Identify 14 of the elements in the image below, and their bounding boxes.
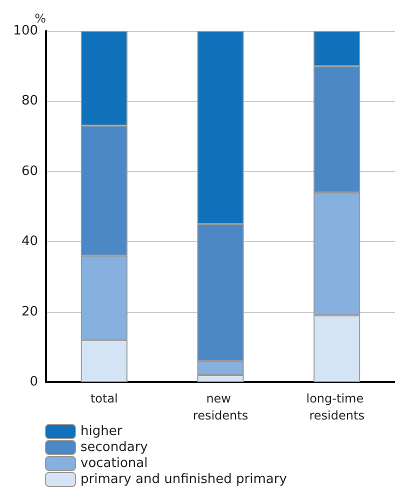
y-tick-label: 0: [30, 374, 38, 390]
y-tick-label: 100: [13, 24, 38, 38]
y-axis-title: %: [34, 12, 46, 26]
y-tick-label: 60: [21, 164, 38, 179]
legend-label: secondary: [80, 440, 148, 455]
y-tick-label: 40: [21, 234, 38, 250]
x-tick-label: new residents: [192, 392, 248, 422]
y-tick-label: 20: [21, 304, 38, 320]
legend-label: higher: [80, 424, 123, 439]
legend-label: primary and unfinished primary: [80, 472, 288, 487]
x-tick-label: long-time residents: [306, 392, 368, 422]
y-tick-label: 80: [21, 94, 38, 109]
x-tick-label: total: [90, 392, 118, 406]
legend-label: vocational: [80, 456, 148, 471]
